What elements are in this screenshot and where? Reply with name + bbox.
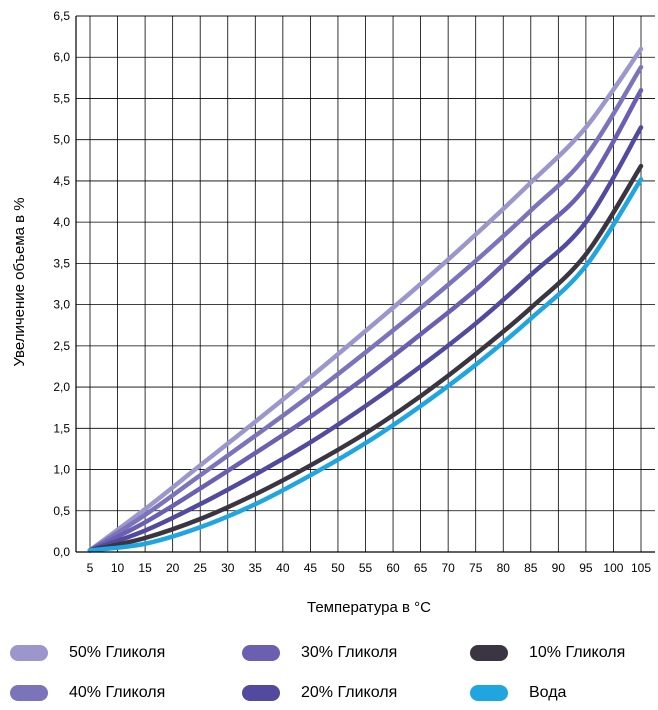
legend-label: 40% Гликоля: [69, 684, 165, 702]
legend-swatch: [10, 685, 48, 701]
legend-item: 10% Гликоля: [470, 644, 625, 662]
y-tick-label: 5,5: [53, 91, 70, 105]
x-tick-label: 35: [249, 561, 263, 575]
legend-swatch: [242, 685, 280, 701]
x-axis-title: Температура в °C: [307, 599, 431, 616]
x-tick-label: 20: [166, 561, 180, 575]
legend-swatch: [470, 685, 508, 701]
x-tick-label: 55: [359, 561, 373, 575]
x-tick-label: 30: [221, 561, 235, 575]
x-tick-label: 40: [276, 561, 290, 575]
x-tick-label: 10: [111, 561, 125, 575]
y-tick-label: 2,5: [53, 339, 70, 353]
legend-item: Вода: [470, 684, 566, 702]
y-tick-label: 4,0: [53, 215, 70, 229]
x-tick-label: 65: [414, 561, 428, 575]
x-tick-label: 60: [386, 561, 400, 575]
legend-swatch: [242, 645, 280, 661]
x-tick-label: 25: [194, 561, 208, 575]
x-tick-label: 5: [87, 561, 94, 575]
legend-swatch: [10, 645, 48, 661]
x-tick-label: 100: [603, 561, 623, 575]
y-tick-label: 5,0: [53, 133, 70, 147]
x-tick-label: 90: [552, 561, 566, 575]
x-tick-label: 70: [441, 561, 455, 575]
y-axis-title: Увеличение объема в %: [11, 197, 28, 366]
y-tick-label: 1,5: [53, 421, 70, 435]
legend-item: 40% Гликоля: [10, 684, 165, 702]
y-tick-label: 3,5: [53, 256, 70, 270]
legend-item: 20% Гликоля: [242, 684, 397, 702]
x-tick-label: 95: [579, 561, 593, 575]
y-tick-label: 3,0: [53, 298, 70, 312]
y-tick-label: 4,5: [53, 174, 70, 188]
x-tick-label: 105: [631, 561, 651, 575]
y-tick-label: 2,0: [53, 380, 70, 394]
legend-label: 20% Гликоля: [301, 684, 397, 702]
y-tick-label: 0,5: [53, 504, 70, 518]
y-tick-label: 1,0: [53, 463, 70, 477]
x-tick-label: 45: [304, 561, 318, 575]
legend-swatch: [470, 645, 508, 661]
y-tick-label: 6,5: [53, 9, 70, 23]
x-tick-label: 50: [331, 561, 345, 575]
legend-label: 50% Гликоля: [69, 644, 165, 662]
y-tick-label: 6,0: [53, 50, 70, 64]
legend-label: 30% Гликоля: [301, 644, 397, 662]
x-tick-label: 85: [524, 561, 538, 575]
x-tick-label: 75: [469, 561, 483, 575]
legend-label: 10% Гликоля: [529, 644, 625, 662]
legend-item: 30% Гликоля: [242, 644, 397, 662]
legend: 50% Гликоля 30% Гликоля 10% Гликоля 40% …: [0, 640, 658, 710]
y-tick-label: 0,0: [53, 545, 70, 559]
x-tick-label: 80: [497, 561, 511, 575]
line-chart: 0,0 0,5 1,0 1,5 2,0 2,5 3,0 3,5 4,0 4,5 5,0 5,5 6,0 6…: [0, 0, 658, 640]
legend-label: Вода: [529, 684, 566, 702]
x-tick-label: 15: [138, 561, 152, 575]
legend-item: 50% Гликоля: [10, 644, 165, 662]
